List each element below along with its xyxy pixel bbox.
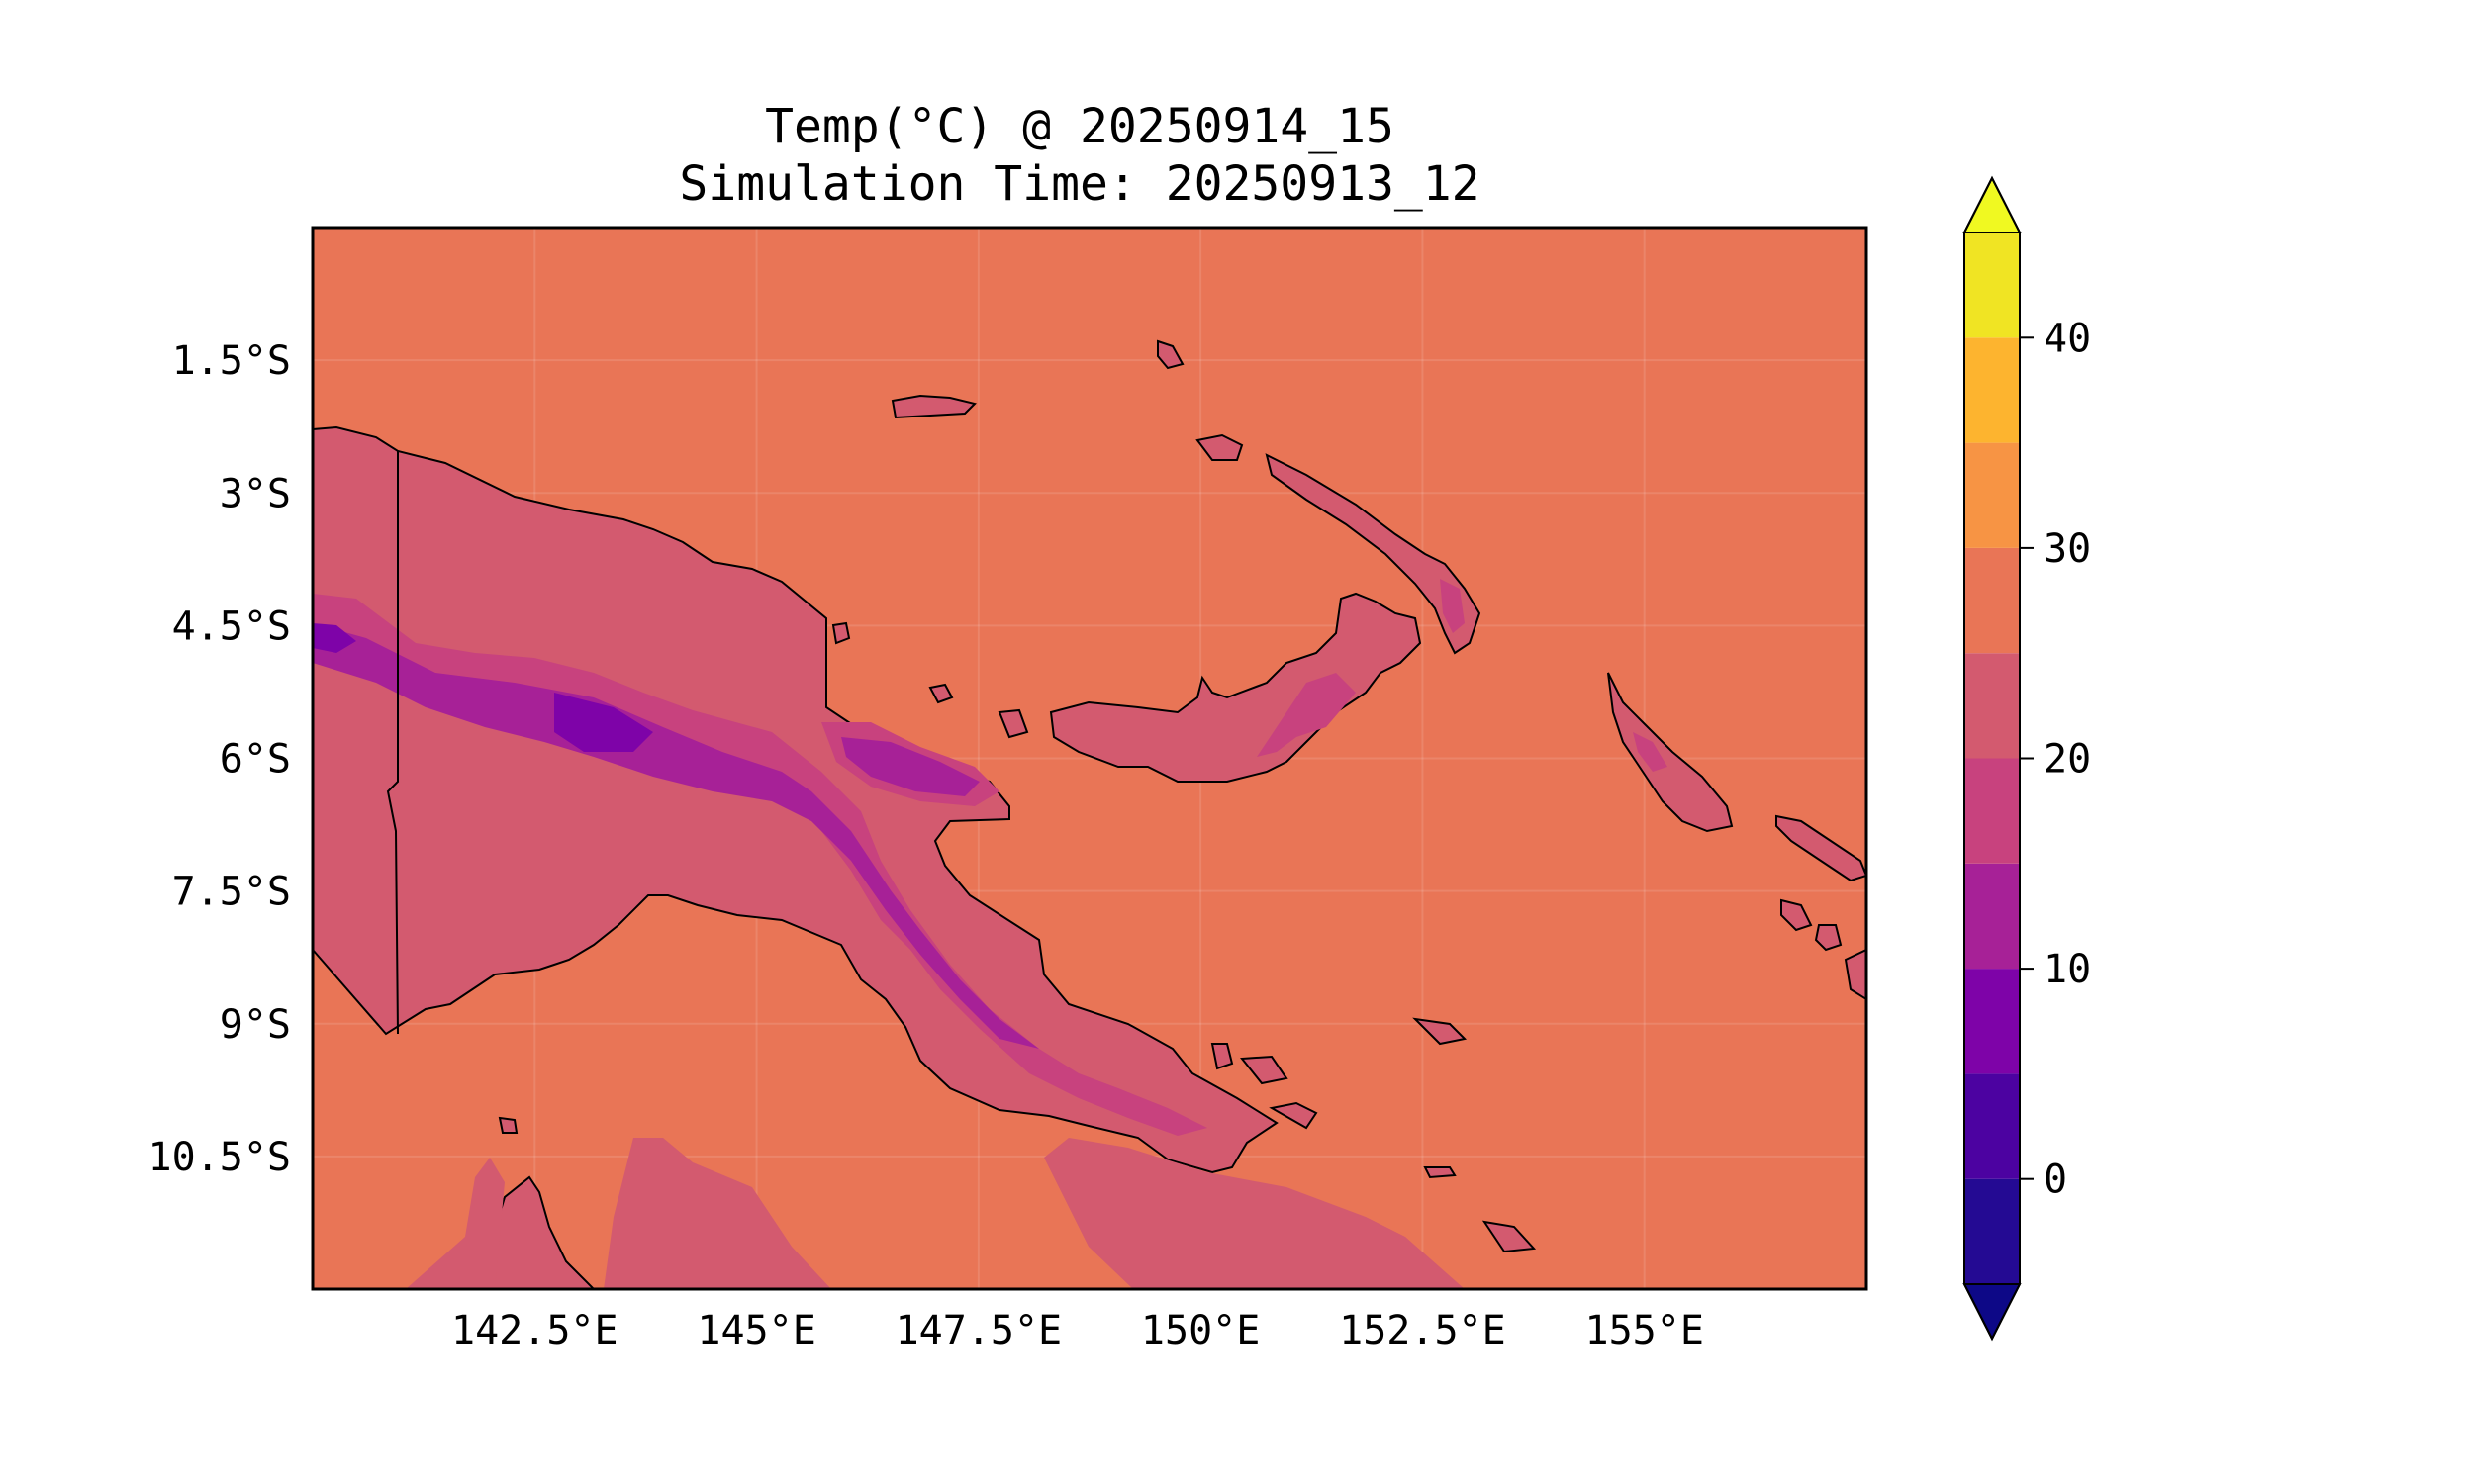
karkar-island (831, 621, 851, 645)
new-ireland-core (1440, 579, 1465, 633)
trobriand-island (1423, 1166, 1457, 1179)
highland-core-east (841, 737, 980, 796)
colorbar-tick-label: 40 (2044, 316, 2091, 361)
southwest-cooler-band (406, 1158, 505, 1289)
colorbar-segment (1964, 232, 2020, 338)
louisiade-island (1240, 1055, 1288, 1085)
lat-tick-label: 1.5°S (172, 338, 291, 384)
woodlark-island (1412, 1017, 1468, 1046)
new-ireland-island (1265, 453, 1481, 655)
new-britain-core (1257, 673, 1356, 757)
dentrecasteaux-island (1210, 1043, 1234, 1070)
highland-core-west-edge (313, 623, 356, 653)
lat-tick-label: 7.5°S (172, 870, 291, 915)
lon-tick-label: 145°E (697, 1308, 815, 1353)
colorbar-outline (1963, 175, 2021, 1342)
isabel-island (1780, 898, 1813, 932)
lat-tick-label: 3°S (220, 471, 291, 516)
colorbar-extend-max (1962, 175, 2022, 233)
colorbar-segment (1964, 442, 2020, 548)
solomon-island-small (1814, 924, 1843, 952)
lon-tick-label: 152.5°E (1339, 1308, 1506, 1353)
border-line (386, 451, 399, 1035)
lat-tick-label: 6°S (220, 737, 291, 783)
rossel-island (1481, 1220, 1537, 1253)
lon-tick-label: 150°E (1141, 1308, 1260, 1353)
latitude-axis: 1.5°S 3°S 4.5°S 6°S 7.5°S 9°S 10.5°S (148, 338, 292, 1180)
colorbar-segment (1964, 337, 2020, 443)
lon-tick-label: 147.5°E (896, 1308, 1063, 1353)
lat-tick-label: 4.5°S (172, 603, 291, 649)
highland-core-deep (554, 693, 653, 752)
torres-strait-island (498, 1116, 519, 1134)
mussau-island (1195, 433, 1244, 461)
long-island (928, 683, 954, 704)
colorbar-segment (1964, 863, 2020, 970)
colorbar-extend-min (1962, 1283, 2022, 1342)
lat-tick-label: 9°S (220, 1002, 291, 1048)
colorbar-segment (1964, 547, 2020, 654)
colorbar-tick-label: 30 (2044, 526, 2091, 572)
colorbar-tick-label: 20 (2044, 737, 2091, 783)
colorbar-segment (1964, 969, 2020, 1074)
lon-tick-label: 142.5°E (451, 1308, 618, 1353)
southeast-cooler-band (1044, 1138, 1465, 1289)
new-britain-island (1049, 592, 1422, 783)
bougainville-core (1633, 732, 1667, 772)
colorbar-tick-label: 10 (2044, 947, 2091, 992)
highland-band-west (313, 594, 1207, 1136)
southern-cooler-band (604, 1138, 831, 1289)
manus-island (891, 394, 977, 419)
lon-tick-label: 155°E (1585, 1308, 1704, 1353)
colorbar-segment (1964, 758, 2020, 864)
highland-core-west (313, 623, 1039, 1049)
lat-tick-label: 10.5°S (148, 1135, 292, 1180)
colorbar: 0 10 20 30 40 (1962, 175, 2091, 1342)
solomon-island-edge (1844, 948, 1866, 1001)
chart-title: Temp(°C) @ 20250914_15 (765, 99, 1394, 154)
misima-island (1269, 1101, 1318, 1130)
bougainville-island (1607, 672, 1734, 833)
choiseul-island (1775, 814, 1866, 882)
longitude-axis: 142.5°E 145°E 147.5°E 150°E 152.5°E 155°E (451, 1308, 1704, 1353)
umboi-island (998, 708, 1029, 739)
colorbar-tick-label: 0 (2044, 1158, 2067, 1203)
colorbar-segment (1964, 1073, 2020, 1179)
map-frame (311, 226, 1868, 1291)
colorbar-segment (1964, 1178, 2020, 1284)
chart-subtitle: Simulation Time: 20250913_12 (679, 156, 1480, 212)
colorbar-segment (1964, 653, 2020, 759)
northern-islet (1157, 339, 1185, 370)
